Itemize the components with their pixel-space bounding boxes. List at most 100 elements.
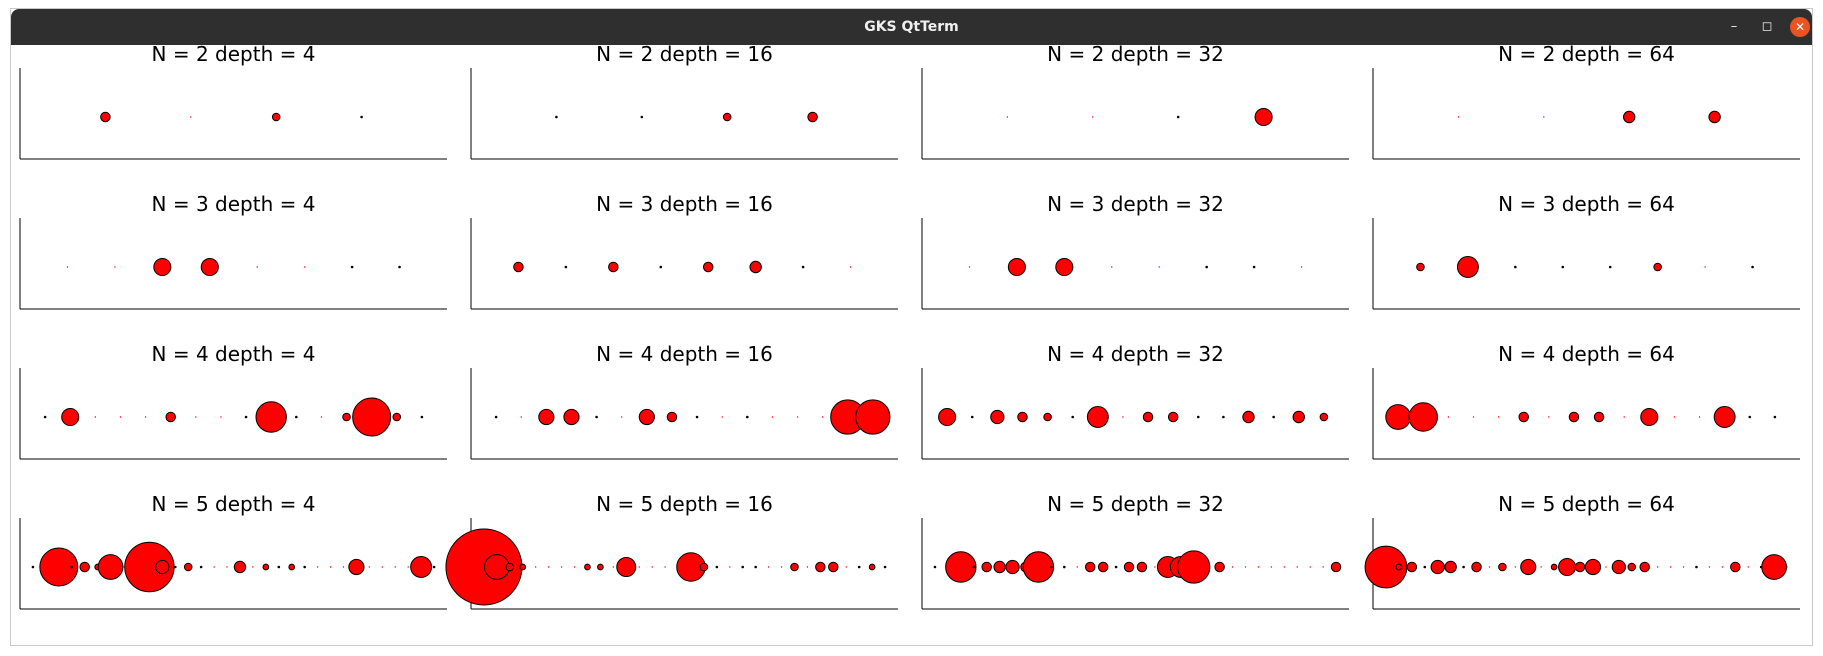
- data-point: [1761, 554, 1787, 580]
- subplot-title: N = 2 depth = 16: [596, 45, 773, 66]
- data-point: [43, 415, 47, 419]
- data-point: [1640, 407, 1659, 427]
- data-point: [1158, 266, 1160, 268]
- minimize-icon[interactable]: –: [1730, 19, 1738, 34]
- data-point: [659, 265, 663, 269]
- data-point: [1007, 257, 1026, 277]
- data-point: [828, 561, 839, 573]
- data-point: [1669, 566, 1672, 568]
- data-point: [513, 261, 524, 273]
- data-point: [1270, 566, 1273, 568]
- data-point: [745, 415, 749, 419]
- data-point: [1558, 557, 1577, 577]
- subplot-6: N = 3 depth = 16: [470, 192, 898, 310]
- data-point: [200, 257, 219, 277]
- data-point: [1447, 416, 1450, 418]
- data-point: [868, 563, 876, 571]
- data-point: [1548, 416, 1550, 418]
- data-point: [1695, 565, 1698, 569]
- subplot-title: N = 5 depth = 64: [1498, 492, 1675, 516]
- data-point: [754, 565, 757, 569]
- data-point: [256, 266, 258, 268]
- data-point: [1704, 266, 1706, 268]
- title-bar[interactable]: GKS QtTerm – ◻ ✕: [11, 9, 1812, 45]
- data-point: [990, 409, 1005, 425]
- subplot-2: N = 2 depth = 16: [470, 42, 898, 160]
- data-point: [368, 566, 371, 568]
- data-point: [1472, 416, 1475, 418]
- data-point: [1520, 558, 1537, 576]
- data-point: [420, 415, 424, 419]
- data-point: [61, 407, 80, 427]
- data-point: [1488, 566, 1491, 568]
- data-point: [573, 566, 576, 568]
- maximize-icon[interactable]: ◻: [1761, 19, 1773, 34]
- data-point: [348, 558, 365, 576]
- data-point: [780, 566, 783, 568]
- data-point: [857, 565, 861, 569]
- subplot-title: N = 4 depth = 16: [596, 342, 773, 366]
- data-point: [970, 415, 974, 419]
- data-point: [1123, 561, 1135, 573]
- data-point: [79, 561, 90, 573]
- data-point: [519, 563, 527, 571]
- data-point: [1408, 402, 1438, 432]
- data-point: [360, 115, 363, 119]
- data-point: [1730, 561, 1741, 573]
- data-point: [1497, 416, 1500, 418]
- data-point: [1017, 411, 1028, 423]
- data-point: [1653, 262, 1662, 272]
- data-point: [702, 261, 714, 273]
- data-point: [821, 416, 824, 418]
- window-title: GKS QtTerm: [864, 19, 959, 35]
- data-point: [938, 407, 957, 427]
- data-point: [97, 554, 124, 580]
- data-point: [621, 416, 623, 418]
- data-point: [1319, 412, 1329, 422]
- data-point: [153, 257, 172, 277]
- data-point: [1561, 265, 1565, 269]
- data-point: [220, 416, 222, 418]
- subplot-title: N = 4 depth = 64: [1498, 342, 1675, 366]
- subplot-5: N = 3 depth = 4: [19, 192, 447, 310]
- data-point: [1416, 262, 1425, 272]
- data-point: [39, 547, 79, 587]
- data-point: [1309, 566, 1311, 568]
- data-point: [616, 557, 637, 577]
- data-point: [1462, 565, 1465, 569]
- data-point: [303, 565, 306, 569]
- data-point: [1222, 415, 1225, 419]
- data-point: [252, 566, 254, 568]
- data-point: [1242, 410, 1255, 424]
- subplot-title: N = 2 depth = 32: [1047, 45, 1224, 66]
- data-point: [31, 565, 35, 569]
- subplot-7: N = 3 depth = 32: [921, 192, 1349, 310]
- data-point: [1252, 265, 1256, 269]
- data-point: [741, 565, 745, 569]
- data-point: [1498, 562, 1507, 572]
- subplot-title: N = 5 depth = 32: [1047, 492, 1224, 516]
- data-point: [1584, 558, 1602, 576]
- data-point: [1254, 107, 1273, 127]
- data-point: [608, 261, 619, 273]
- data-point: [807, 111, 818, 123]
- data-point: [303, 266, 306, 268]
- data-point: [1300, 266, 1303, 268]
- close-icon[interactable]: ✕: [1790, 17, 1810, 37]
- subplot-title: N = 5 depth = 4: [152, 492, 316, 516]
- plot-area: N = 2 depth = 4 N = 2 depth = 16 N = 2 dep…: [11, 42, 1814, 647]
- data-point: [796, 416, 799, 418]
- data-point: [1698, 416, 1701, 418]
- data-point: [729, 566, 731, 568]
- subplot-14: N = 5 depth = 16: [445, 492, 898, 610]
- data-point: [972, 565, 976, 569]
- data-point: [1721, 566, 1724, 568]
- data-point: [1205, 265, 1208, 269]
- data-point: [244, 415, 248, 419]
- data-point: [94, 416, 97, 418]
- data-point: [801, 265, 805, 269]
- data-point: [1086, 406, 1109, 428]
- subplot-1: N = 2 depth = 4: [19, 42, 447, 160]
- data-point: [1608, 265, 1612, 269]
